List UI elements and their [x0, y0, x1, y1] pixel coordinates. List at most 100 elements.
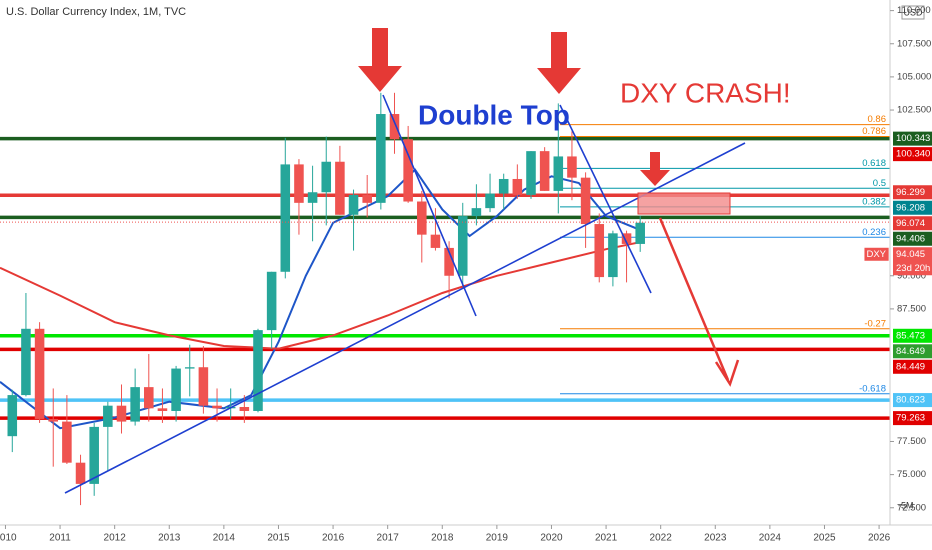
arrow — [358, 28, 402, 92]
candle-body — [157, 408, 168, 411]
x-tick-label: 2023 — [704, 533, 727, 544]
candle-body — [621, 233, 632, 244]
arrow — [640, 152, 670, 186]
price-tag-label: 100.343 — [896, 133, 930, 144]
y-tick-label: 107.500 — [897, 38, 931, 49]
zone — [637, 192, 731, 215]
fib-label: 0.382 — [862, 196, 886, 207]
y-tick-label: 102.500 — [897, 105, 931, 116]
x-tick-label: 2013 — [158, 533, 181, 544]
candle-body — [144, 387, 154, 409]
candle-body — [376, 114, 386, 203]
x-tick-label: 2026 — [868, 533, 891, 544]
candle-body — [635, 222, 645, 244]
candle-body — [403, 139, 413, 202]
price-tag-label: 96.074 — [896, 218, 925, 229]
candle-body — [457, 216, 468, 276]
candle-body — [553, 156, 564, 191]
arrow — [537, 32, 581, 94]
y-tick-label: 72.500 — [897, 502, 926, 513]
moving-average — [0, 168, 640, 430]
candle-body — [116, 405, 127, 422]
candle-body — [348, 194, 359, 215]
price-tag-label: 96.299 — [896, 187, 925, 198]
candle-body — [239, 407, 250, 411]
candle-body — [539, 151, 550, 191]
candle-body — [512, 178, 523, 195]
fib-label: 0.86 — [868, 114, 887, 125]
price-tag-label: 96.208 — [896, 202, 925, 213]
price-tag — [893, 411, 932, 426]
candle-body — [212, 405, 222, 409]
candle-body — [307, 192, 318, 203]
fib-label: -0.618 — [859, 383, 886, 394]
candle-body — [430, 234, 441, 248]
candle-body — [198, 367, 209, 406]
price-tag — [893, 247, 932, 276]
candle-body — [335, 161, 345, 215]
x-tick-label: 2011 — [49, 533, 71, 544]
candle-body — [485, 193, 495, 209]
x-tick-label: 2015 — [267, 533, 290, 544]
price-tag — [893, 359, 932, 374]
price-tag-label: 79.263 — [896, 413, 925, 424]
price-tag-label: 84.649 — [896, 346, 925, 357]
price-tag-label: 85.473 — [896, 330, 925, 341]
candle-body — [130, 387, 140, 422]
candle-body — [498, 178, 509, 194]
x-tick-label: 2012 — [104, 533, 127, 544]
price-tag — [893, 131, 932, 146]
fib-label: 0.786 — [862, 126, 886, 137]
arrow — [658, 217, 740, 387]
price-tag-label: 80.623 — [896, 395, 925, 406]
x-tick-label: 2019 — [486, 533, 509, 544]
y-tick-label: 75.000 — [897, 469, 926, 480]
price-tag — [893, 344, 932, 359]
price-tag — [893, 185, 932, 200]
candle-body — [321, 161, 332, 193]
annotation: DXY CRASH! — [620, 77, 791, 108]
candle-body — [21, 328, 31, 396]
price-tag — [893, 216, 932, 231]
candle-body — [526, 151, 536, 195]
x-tick-label: 2018 — [431, 533, 454, 544]
price-tag — [893, 328, 932, 343]
price-tag — [893, 200, 932, 215]
x-tick-label: 2014 — [213, 533, 236, 544]
symbol-tag: DXY — [866, 249, 886, 260]
candle-body — [75, 462, 86, 484]
candle-body — [7, 395, 18, 437]
candle-body — [89, 426, 99, 484]
y-tick-label: 105.000 — [897, 71, 931, 82]
candle-body — [580, 177, 591, 225]
currency: USD — [903, 7, 923, 17]
candle-body — [280, 164, 291, 272]
candle-body — [294, 164, 304, 203]
candle-body — [253, 330, 263, 411]
x-tick-label: 2021 — [595, 533, 618, 544]
fib-label: 0.5 — [873, 178, 886, 189]
fib-label: 0.618 — [862, 158, 886, 169]
trend-line — [382, 94, 477, 317]
candle-body — [171, 368, 181, 411]
candle-body — [62, 421, 72, 463]
countdown: 23d 20h — [896, 263, 930, 274]
y-tick-label: 110.000 — [897, 5, 931, 16]
symbol-tag-bg — [864, 247, 889, 261]
candle-body — [184, 367, 195, 369]
fib-label: -0.27 — [864, 318, 886, 329]
x-tick-label: 2025 — [813, 533, 836, 544]
moving-average — [0, 240, 645, 350]
y-tick-label: 90.000 — [897, 270, 926, 281]
x-tick-label: 2017 — [377, 533, 400, 544]
x-tick-label: 2020 — [540, 533, 563, 544]
currency-box — [901, 5, 925, 20]
x-tick-label: 2024 — [759, 533, 782, 544]
y-tick-label: 87.500 — [897, 303, 926, 314]
fib-label: 0.236 — [862, 227, 886, 238]
trend-line — [559, 104, 652, 294]
price-tag-label: 100.340 — [896, 149, 930, 160]
y-tick-label: 77.500 — [897, 436, 926, 447]
chart-title: U.S. Dollar Currency Index, 1M, TVC — [6, 6, 186, 18]
